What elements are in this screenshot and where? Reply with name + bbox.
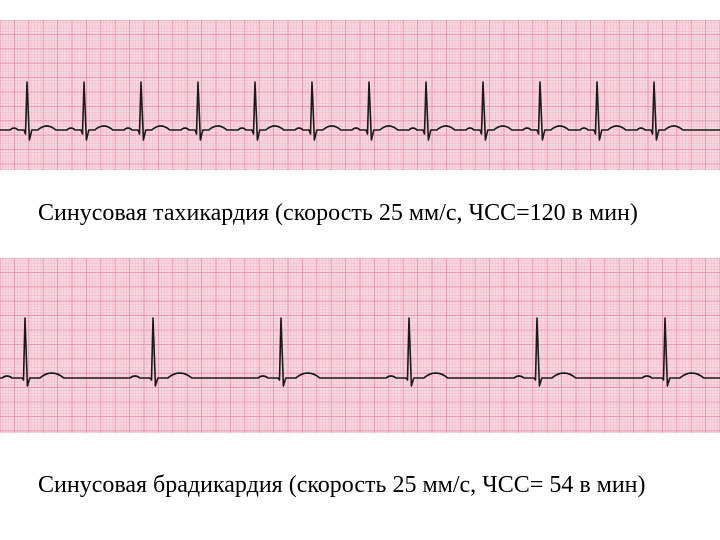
caption-tachycardia: Синусовая тахикардия (скорость 25 мм/с, … [0, 200, 720, 227]
ecg-svg [0, 20, 720, 170]
ecg-panel-bradycardia [0, 258, 720, 433]
ecg-svg [0, 258, 720, 433]
ecg-panel-tachycardia [0, 20, 720, 170]
page-root: Синусовая тахикардия (скорость 25 мм/с, … [0, 0, 720, 540]
caption-bradycardia: Синусовая брадикардия (скорость 25 мм/с,… [0, 472, 720, 499]
